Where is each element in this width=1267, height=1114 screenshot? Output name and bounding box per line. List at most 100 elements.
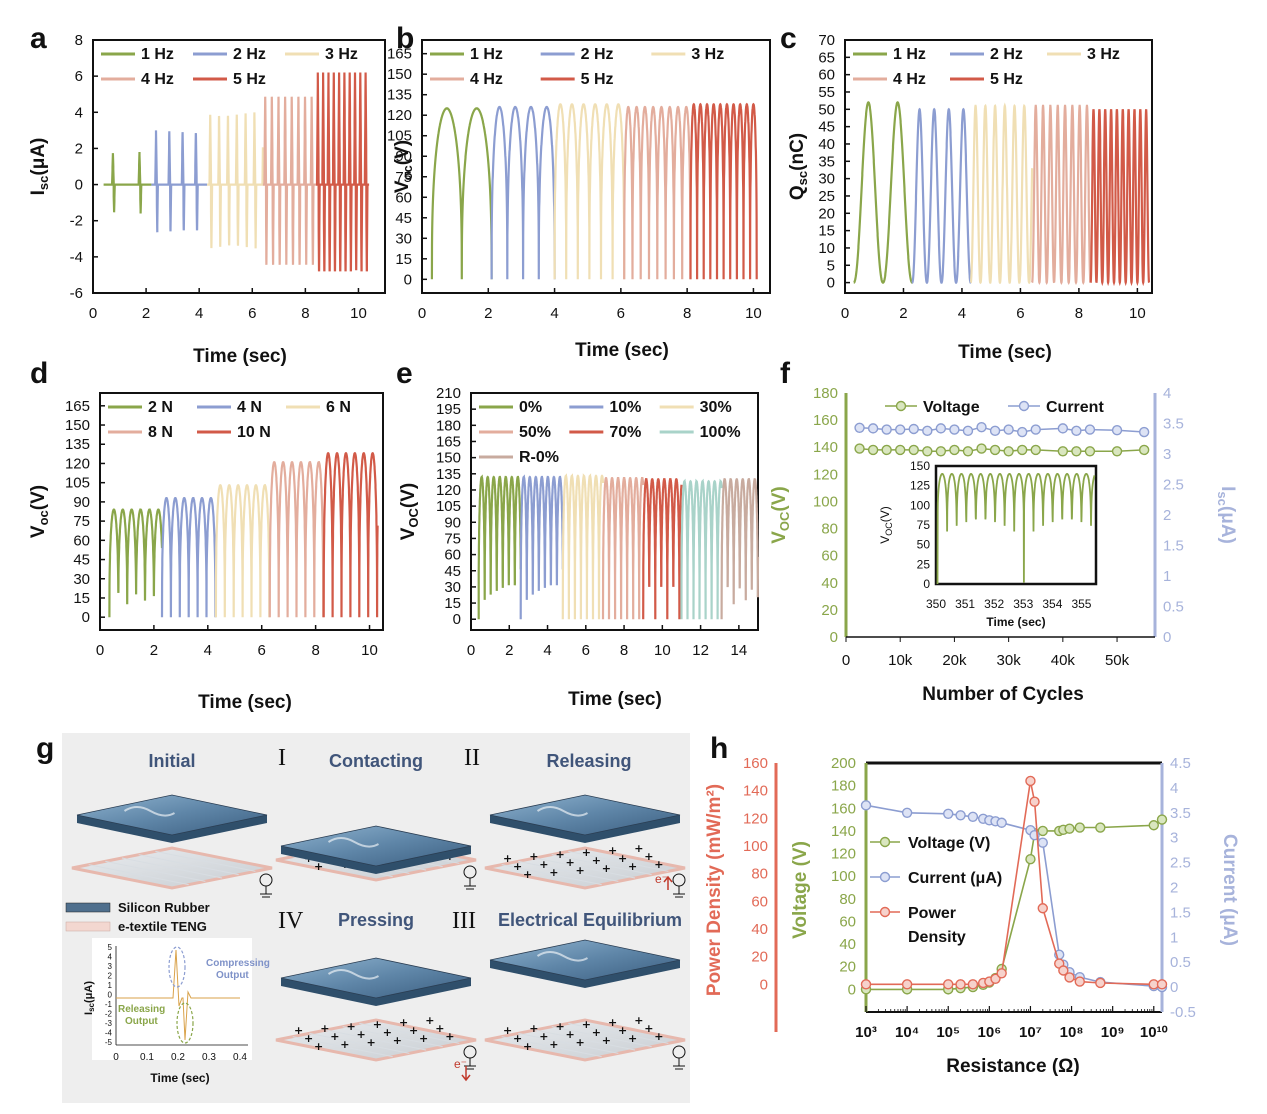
series-line-3-hz [553, 103, 626, 280]
releasing-textile-weave [518, 860, 619, 882]
legend-label: 30% [700, 399, 732, 416]
schematic-cells: ++++++++++++++++++++++++++++++++++++e⁻++… [71, 794, 686, 1082]
series-line-6-n [214, 484, 271, 618]
y-tick-label: 8 [75, 32, 83, 49]
left-tick-label: 120 [813, 466, 838, 483]
point-voltage [989, 444, 1001, 456]
y-tick-label: 90 [444, 514, 461, 531]
point-current [989, 425, 1001, 437]
point-power [955, 979, 966, 990]
inset-x-tick-label: 351 [955, 597, 975, 611]
series-line-5-hz [315, 72, 370, 272]
power-tick-label: 140 [743, 783, 768, 800]
pressing-textile-charge: + [330, 1030, 339, 1043]
inset-y-tick-label: -4 [105, 1029, 113, 1038]
pressing-textile-weave [325, 1029, 427, 1051]
pressing-textile-charge: + [346, 1020, 355, 1033]
y-tick-label: -6 [70, 285, 83, 302]
x-tick-label: 0 [418, 305, 426, 322]
right-tick-label: 1 [1163, 568, 1171, 585]
voltage-axis-title: Voltage (V) [790, 841, 811, 939]
point-power [1156, 979, 1168, 990]
releasing-textile-charge: + [654, 858, 663, 871]
y-tick-label: 45 [73, 552, 90, 569]
equilibrium-textile-charge: + [644, 1022, 653, 1035]
equilibrium-textile-charge: + [582, 1018, 591, 1031]
legend-label: 3 Hz [1087, 46, 1120, 63]
releasing-textile-charge: + [529, 850, 538, 863]
point-power [1058, 965, 1069, 976]
equilibrium-textile-charge: + [529, 1022, 538, 1035]
inset-y-tick-label: 125 [910, 479, 930, 493]
point-voltage [1095, 822, 1106, 833]
point-voltage [935, 446, 947, 457]
inset-background [92, 938, 252, 1060]
current-tick-label: 2 [1170, 880, 1178, 897]
y-tick-label: 0 [404, 271, 412, 288]
y-tick-label: 5 [827, 257, 835, 274]
series-line-70- [642, 478, 683, 620]
y-tick-label: 150 [436, 450, 461, 467]
releasing-textile-charge: + [513, 860, 522, 873]
equilibrium-textile-weave [501, 1036, 602, 1058]
series-line-2-hz [911, 107, 972, 284]
releasing-label-line2: Output [125, 1016, 158, 1027]
x-tick-label: 8 [620, 642, 628, 659]
inset-x-tick-label: 0.2 [171, 1052, 185, 1063]
y-tick-label: 15 [73, 590, 90, 607]
pressing-textile-charge: + [399, 1016, 408, 1029]
x-tick-label: 10⁷ [1019, 1024, 1042, 1041]
pressing-textile-charge: + [294, 1024, 303, 1037]
right-tick-label: 3.5 [1163, 416, 1184, 433]
releasing-textile-weave [551, 854, 652, 876]
x-tick-label: 10k [888, 652, 913, 669]
x-tick-label: 50k [1105, 652, 1130, 669]
inset-y-tick-label: -3 [105, 1019, 113, 1028]
left-tick-label: 40 [821, 575, 838, 592]
legend-label: 4 Hz [470, 71, 503, 88]
plot-frame [92, 39, 386, 294]
x-axis-title: Number of Cycles [922, 684, 1084, 705]
voltage-tick-label: 100 [831, 868, 856, 885]
y-tick-label: 2 [75, 140, 83, 157]
current-tick-label: 1 [1170, 929, 1178, 946]
y-tick-label: 60 [73, 532, 90, 549]
y-tick-label: 0 [827, 275, 835, 292]
right-axis-title: Isc(μA) [1215, 486, 1238, 544]
series-line-10- [519, 474, 564, 620]
x-tick-label: 10 [361, 642, 378, 659]
equilibrium-textile-charge: + [654, 1030, 663, 1043]
equilibrium-textile-charge: + [634, 1014, 643, 1027]
point-voltage [1003, 446, 1014, 457]
y-tick-label: -4 [70, 249, 83, 266]
compressing-peak-ring [168, 946, 186, 988]
current-tick-label: 2.5 [1170, 855, 1191, 872]
releasing-textile-charge: + [582, 846, 591, 859]
y-tick-label: 45 [818, 119, 835, 136]
current-tick-label: 4.5 [1170, 755, 1191, 772]
point-power [996, 968, 1007, 979]
pressing-textile-charge: + [383, 1026, 392, 1039]
inset-y-tick-label: -5 [105, 1038, 113, 1047]
stage-initial-title: Initial [148, 751, 195, 771]
point-voltage [1111, 446, 1123, 457]
stage-numeral-i: I [278, 745, 286, 771]
equilibrium-textile-charge: + [549, 1038, 558, 1051]
inset-y-tick-label: 150 [910, 459, 930, 473]
releasing-textile-weave [534, 857, 636, 879]
y-tick-label: 60 [818, 67, 835, 84]
y-tick-label: 180 [436, 417, 461, 434]
x-tick-label: 8 [311, 642, 319, 659]
equilibrium-textile-weave [551, 1026, 652, 1048]
x-tick-label: 10⁶ [978, 1024, 1002, 1041]
legend-label: 3 Hz [691, 46, 724, 63]
x-tick-label: 0 [842, 652, 850, 669]
electron-up-arrow-icon [663, 875, 673, 890]
y-tick-label: 30 [444, 579, 461, 596]
equilibrium-textile-charge: + [555, 1020, 564, 1033]
voltage-tick-label: 180 [831, 778, 856, 795]
initial-textile-weave [121, 857, 223, 879]
legend-label-cont: Density [908, 929, 966, 946]
y-tick-label: 35 [818, 153, 835, 170]
pressing-textile-charge: + [356, 1028, 365, 1041]
